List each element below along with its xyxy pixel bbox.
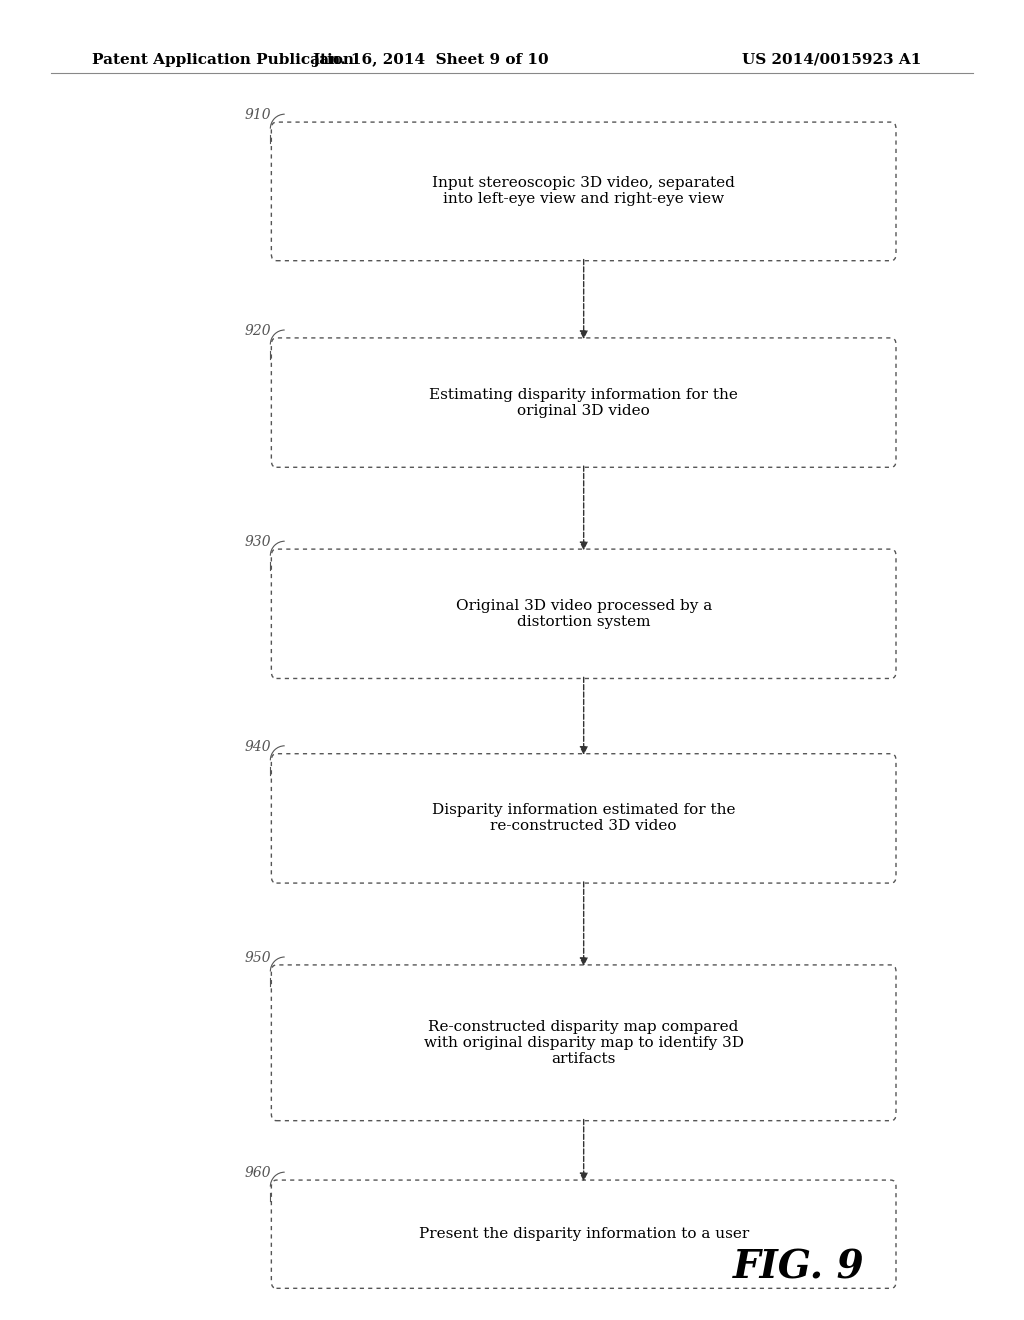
- FancyBboxPatch shape: [271, 338, 896, 467]
- Text: US 2014/0015923 A1: US 2014/0015923 A1: [742, 53, 922, 67]
- Text: Patent Application Publication: Patent Application Publication: [92, 53, 354, 67]
- Text: Present the disparity information to a user: Present the disparity information to a u…: [419, 1228, 749, 1241]
- Text: 930: 930: [245, 535, 271, 549]
- Text: 920: 920: [245, 323, 271, 338]
- Text: Estimating disparity information for the
original 3D video: Estimating disparity information for the…: [429, 388, 738, 417]
- Text: 940: 940: [245, 739, 271, 754]
- Text: Jan. 16, 2014  Sheet 9 of 10: Jan. 16, 2014 Sheet 9 of 10: [311, 53, 549, 67]
- Text: Original 3D video processed by a
distortion system: Original 3D video processed by a distort…: [456, 599, 712, 628]
- Text: Input stereoscopic 3D video, separated
into left-eye view and right-eye view: Input stereoscopic 3D video, separated i…: [432, 177, 735, 206]
- FancyBboxPatch shape: [271, 549, 896, 678]
- Text: 960: 960: [245, 1166, 271, 1180]
- Text: Disparity information estimated for the
re-constructed 3D video: Disparity information estimated for the …: [432, 804, 735, 833]
- Text: 950: 950: [245, 950, 271, 965]
- Text: FIG. 9: FIG. 9: [733, 1249, 864, 1286]
- FancyBboxPatch shape: [271, 965, 896, 1121]
- FancyBboxPatch shape: [271, 123, 896, 261]
- Text: 910: 910: [245, 108, 271, 123]
- FancyBboxPatch shape: [271, 754, 896, 883]
- FancyBboxPatch shape: [271, 1180, 896, 1288]
- Text: Re-constructed disparity map compared
with original disparity map to identify 3D: Re-constructed disparity map compared wi…: [424, 1019, 743, 1067]
